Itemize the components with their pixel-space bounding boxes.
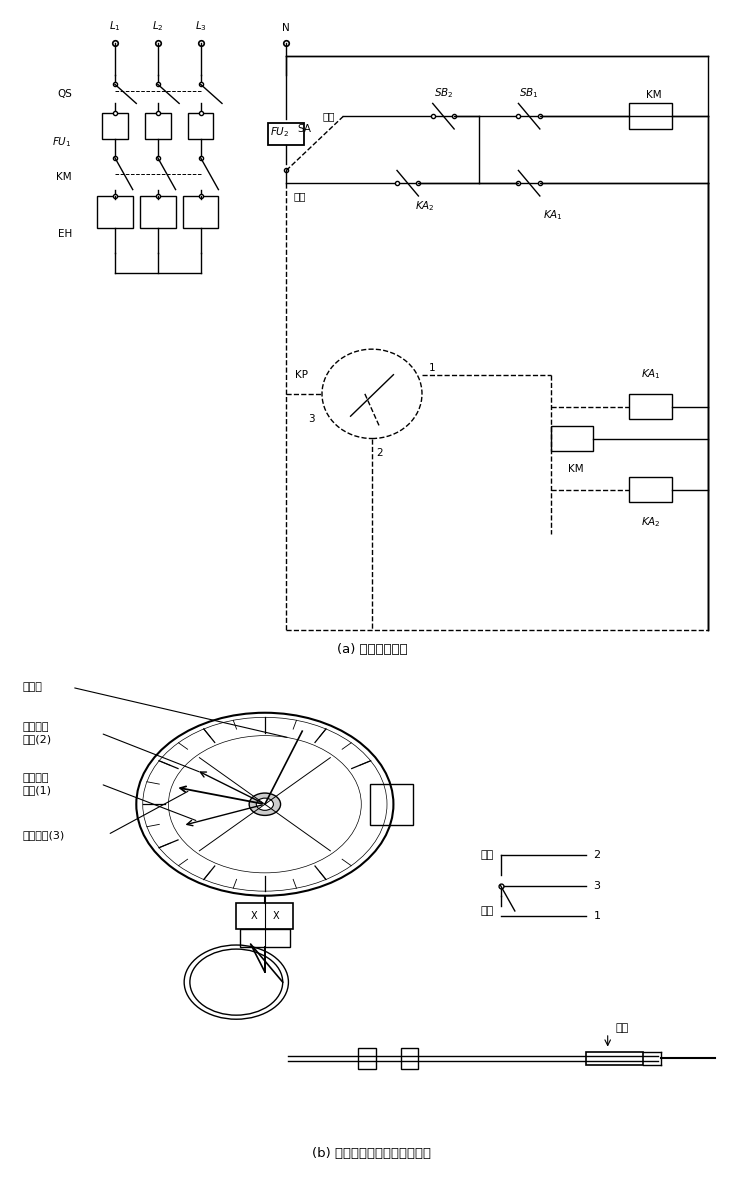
Bar — [629, 394, 672, 420]
Circle shape — [256, 798, 274, 811]
Text: 2: 2 — [594, 850, 600, 860]
Text: 3: 3 — [308, 415, 315, 424]
Text: KM: KM — [57, 171, 72, 182]
Text: $FU_1$: $FU_1$ — [53, 135, 72, 149]
Text: SA: SA — [297, 124, 311, 134]
Text: 1: 1 — [429, 363, 436, 374]
Text: 指示指针(3): 指示指针(3) — [22, 830, 64, 839]
Text: EH: EH — [58, 229, 72, 239]
Text: 上限: 上限 — [480, 850, 493, 860]
Bar — [586, 1052, 644, 1065]
Text: $KA_2$: $KA_2$ — [641, 515, 661, 528]
Bar — [240, 929, 290, 947]
Bar — [629, 476, 672, 502]
Circle shape — [249, 793, 280, 816]
Text: 自动: 自动 — [293, 191, 306, 201]
Bar — [183, 196, 219, 228]
Bar — [371, 784, 413, 825]
Bar — [269, 123, 304, 145]
Text: X: X — [251, 911, 257, 921]
Bar — [145, 113, 170, 138]
Text: 1: 1 — [594, 911, 600, 921]
Bar — [358, 1048, 376, 1069]
Text: N: N — [283, 24, 290, 33]
Text: $KA_1$: $KA_1$ — [641, 368, 661, 381]
Bar — [400, 1048, 418, 1069]
Text: $SB_1$: $SB_1$ — [519, 86, 539, 100]
Bar — [237, 903, 293, 929]
Bar — [629, 104, 672, 129]
Bar — [187, 113, 214, 138]
Text: $L_3$: $L_3$ — [195, 19, 207, 33]
Text: $L_2$: $L_2$ — [152, 19, 164, 33]
Text: 上限给定
指针(2): 上限给定 指针(2) — [22, 722, 51, 743]
Bar — [97, 196, 132, 228]
Text: 温包: 温包 — [615, 1022, 629, 1033]
Text: X: X — [272, 911, 279, 921]
Text: $FU_2$: $FU_2$ — [271, 125, 290, 139]
Text: QS: QS — [57, 89, 72, 99]
Text: 下限: 下限 — [480, 905, 493, 916]
Bar — [551, 426, 594, 452]
Text: 下限给定
指针(1): 下限给定 指针(1) — [22, 773, 51, 794]
Text: 调节杆: 调节杆 — [22, 682, 42, 693]
Text: (b) 电接点压力式温度计结构图: (b) 电接点压力式温度计结构图 — [312, 1147, 432, 1160]
Text: KM: KM — [647, 90, 662, 100]
Text: KP: KP — [295, 370, 308, 379]
Text: 2: 2 — [376, 448, 382, 459]
Bar — [140, 196, 176, 228]
Text: $KA_1$: $KA_1$ — [543, 208, 563, 222]
Text: $SB_2$: $SB_2$ — [434, 86, 453, 100]
Bar — [102, 113, 128, 138]
Text: 手动: 手动 — [322, 111, 335, 122]
Text: (a) 烘房温控电路: (a) 烘房温控电路 — [337, 643, 407, 656]
Text: $L_1$: $L_1$ — [109, 19, 121, 33]
Text: 3: 3 — [594, 881, 600, 890]
Text: $KA_2$: $KA_2$ — [415, 200, 434, 213]
Text: KM: KM — [568, 465, 583, 474]
